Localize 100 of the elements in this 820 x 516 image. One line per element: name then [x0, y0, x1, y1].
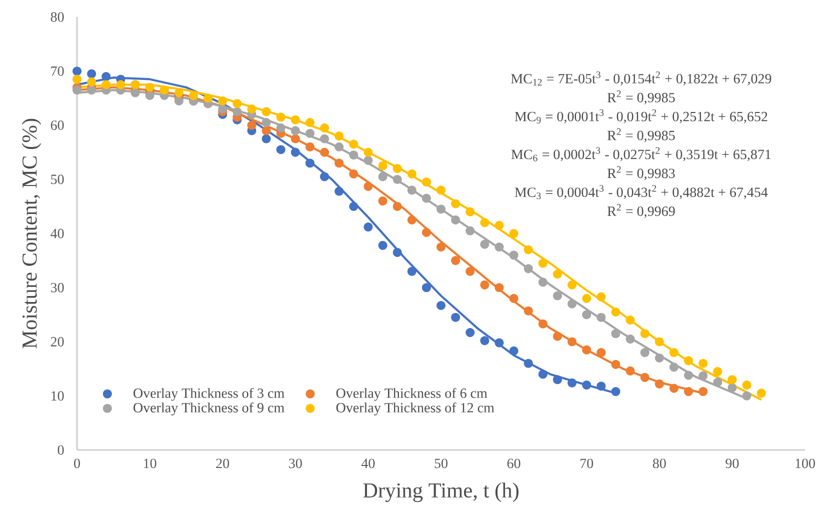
point: [407, 186, 416, 195]
point: [262, 126, 271, 136]
point: [247, 104, 256, 114]
point: [116, 80, 126, 90]
point: [713, 378, 722, 387]
point: [742, 391, 752, 400]
point: [684, 386, 694, 396]
point: [538, 319, 548, 328]
point: [407, 169, 416, 178]
point: [669, 362, 679, 372]
point: [378, 161, 388, 170]
point: [160, 86, 169, 95]
point: [756, 388, 766, 398]
point: [582, 294, 592, 303]
point: [494, 220, 504, 230]
point: [669, 348, 679, 358]
point: [568, 299, 577, 308]
point: [568, 378, 577, 388]
point: [290, 148, 300, 157]
point: [232, 99, 242, 108]
point: [684, 370, 694, 380]
point: [378, 172, 388, 182]
point: [509, 250, 518, 260]
y-tick-label: 0: [58, 445, 64, 455]
point: [422, 178, 431, 187]
point: [320, 148, 330, 157]
x-tick-label: 10: [144, 458, 156, 468]
point: [480, 280, 490, 290]
y-tick-label: 20: [50, 337, 64, 346]
legend-label: Overlay Thickness of 3 cm: [134, 388, 284, 401]
x-tick-label: 70: [580, 458, 594, 468]
annotation: MC$_{12}$ = 7E-05t$^{3}$ - 0,0154t$^{2}$ + 0,1822t + 67,029: [511, 71, 772, 86]
point: [334, 132, 344, 141]
point: [422, 283, 431, 292]
point: [538, 278, 548, 287]
annotation: MC$_{3}$ = 0,0004t$^{3}$ - 0,043t$^{2}$ + 0,4882t + 67,454: [514, 185, 768, 200]
point: [451, 256, 460, 266]
x-tick-label: 20: [216, 458, 230, 468]
y-tick-label: 40: [50, 228, 64, 238]
point: [102, 72, 111, 82]
point: [392, 164, 402, 174]
point: [72, 66, 82, 76]
point: [698, 371, 708, 380]
point: [582, 345, 592, 354]
point: [262, 107, 271, 116]
point: [466, 207, 475, 216]
point: [305, 142, 315, 152]
point: [349, 140, 358, 149]
point: [552, 332, 562, 341]
point: [611, 360, 620, 370]
point: [436, 204, 446, 214]
point: [72, 86, 82, 95]
point: [466, 226, 475, 236]
point: [349, 202, 358, 211]
point: [509, 346, 518, 356]
point: [451, 312, 460, 322]
point: [72, 74, 82, 84]
annotation: MC$_{6}$ = 0,0002t$^{3}$ - 0,0275t$^{2}$ + 0,3519t + 65,871: [511, 147, 771, 162]
point: [552, 375, 562, 384]
y-tick-label: 70: [51, 66, 64, 76]
point: [698, 358, 708, 368]
point: [494, 338, 504, 348]
point: [728, 375, 737, 384]
point: [392, 248, 402, 257]
point: [276, 112, 286, 122]
point: [466, 328, 475, 338]
point: [596, 382, 606, 391]
legend-label: Overlay Thickness of 6 cm: [336, 388, 488, 401]
point: [552, 291, 562, 300]
point: [378, 240, 388, 250]
point: [669, 384, 679, 393]
point: [611, 386, 620, 396]
x-tick-label: 90: [726, 458, 739, 468]
point: [145, 82, 154, 92]
point: [334, 142, 344, 152]
point: [582, 380, 592, 390]
point: [524, 306, 533, 316]
point: [349, 150, 358, 160]
legend-label: Overlay Thickness of 9 cm: [134, 402, 284, 416]
point: [218, 96, 228, 106]
y-tick-label: 50: [51, 174, 64, 184]
point: [145, 90, 154, 100]
point: [334, 158, 344, 168]
point: [451, 215, 460, 224]
point: [305, 118, 315, 128]
point: [480, 336, 490, 346]
point: [262, 134, 271, 144]
y-tick-label: 80: [50, 12, 64, 22]
annotation: R$^{2}$ = 0,9969: [607, 204, 675, 218]
point: [654, 379, 664, 388]
x-tick-label: 0: [74, 458, 80, 468]
point: [320, 134, 330, 144]
point: [480, 240, 490, 249]
point: [611, 329, 620, 338]
point: [364, 182, 373, 191]
point: [276, 123, 286, 132]
point: [713, 366, 722, 376]
point: [436, 300, 446, 310]
point: [349, 169, 358, 178]
x-tick-label: 100: [796, 458, 815, 468]
